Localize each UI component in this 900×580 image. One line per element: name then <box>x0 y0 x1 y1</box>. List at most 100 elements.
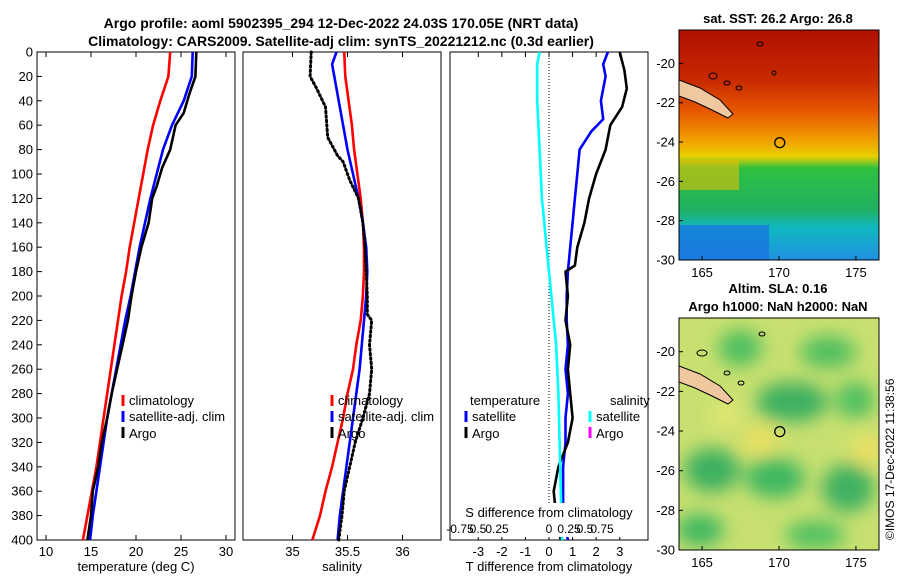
difference-legend: temperature satellite Argo salinity sate… <box>464 393 650 441</box>
x-tick-label: 2 <box>593 544 600 559</box>
map-y-tick-label: -30 <box>656 543 675 558</box>
sst-map-title: sat. SST: 26.2 Argo: 26.8 <box>703 11 853 26</box>
s-difference-label: S difference from climatology <box>465 505 633 520</box>
x-tick-label: -1 <box>520 544 532 559</box>
y-tick-label: 400 <box>11 533 33 548</box>
map-x-tick-label: 170 <box>768 555 790 570</box>
salinity-axes-box <box>242 51 442 541</box>
legend-label-argo: Argo <box>129 426 156 441</box>
series-line-argo-temperature <box>552 51 629 541</box>
y-tick-label: 380 <box>11 508 33 523</box>
sla-anomaly-blobs <box>679 330 879 549</box>
legend-header-temperature: temperature <box>470 393 540 408</box>
argo-location-marker <box>774 136 786 149</box>
temperature-ticks: 10 15 20 25 30 <box>39 52 233 559</box>
legend-label-satellite: satellite-adj. clim <box>129 409 225 424</box>
salinity-panel: 35 35.5 36 salinity climatology satellite-… <box>242 50 442 574</box>
argo-location-marker <box>774 425 786 438</box>
series-line-satellite-salinity <box>535 51 564 541</box>
temperature-panel: 0 20 40 60 80 100 120 140 160 180 200 220 240 260 280 3… <box>11 45 236 574</box>
y-tick-label: 220 <box>11 313 33 328</box>
temperature-lines <box>81 51 198 541</box>
t-difference-x-label: T difference from climatology <box>466 559 633 574</box>
legend-label-temp-argo: Argo <box>472 426 499 441</box>
y-tick-label: 20 <box>19 69 33 84</box>
map-y-tick-label: -22 <box>656 95 675 110</box>
series-line-argo <box>86 51 198 541</box>
x-tick-label: 36 <box>395 544 409 559</box>
y-tick-label: 100 <box>11 167 33 182</box>
legend-label-sal-satellite: satellite <box>596 409 640 424</box>
island-outline <box>708 72 718 80</box>
legend-label-temp-satellite: satellite <box>472 409 516 424</box>
y-tick-label: 320 <box>11 435 33 450</box>
x-tick-label: 15 <box>84 544 98 559</box>
y-tick-label: 200 <box>11 289 33 304</box>
island-outline <box>758 331 766 337</box>
sst-warm-patch <box>679 160 739 190</box>
series-line-climatology <box>81 51 172 541</box>
y-tick-label: 260 <box>11 362 33 377</box>
top-tick-label: 0.5 <box>470 522 487 536</box>
map-x-tick-label: 165 <box>691 555 713 570</box>
temperature-axes-box <box>36 51 236 541</box>
y-tick-label: 0 <box>26 45 33 60</box>
sla-map: Altim. SLA: 0.16 Argo h1000: NaN h2000: … <box>656 281 880 570</box>
sst-cool-patch <box>679 225 769 260</box>
island-outline <box>771 70 777 76</box>
top-tick-label: 0.5 <box>577 522 594 536</box>
salinity-x-label: salinity <box>322 559 362 574</box>
y-tick-label: 340 <box>11 459 33 474</box>
figure-title-line1: Argo profile: aoml 5902395_294 12-Dec-20… <box>104 15 579 31</box>
y-tick-label: 140 <box>11 215 33 230</box>
y-tick-label: 160 <box>11 240 33 255</box>
difference-panel: -3 -2 -1 0 1 2 3 T difference from climatology… <box>446 51 650 574</box>
y-tick-label: 280 <box>11 386 33 401</box>
x-tick-label: 3 <box>616 544 623 559</box>
island-outline <box>696 349 708 357</box>
depth-ticks: 0 20 40 60 80 100 120 140 160 180 200 220 240 260 280 3… <box>11 45 42 548</box>
sst-map: sat. SST: 26.2 Argo: 26.8 165 170 175 -20 -2… <box>656 11 880 280</box>
x-tick-label: 35 <box>285 544 299 559</box>
y-tick-label: 180 <box>11 264 33 279</box>
sla-map-title: Altim. SLA: 0.16 <box>729 281 828 296</box>
sst-map-ticks: 165 170 175 -20 -22 -24 -26 -28 -30 <box>656 56 867 280</box>
sst-color-field <box>679 30 879 260</box>
top-tick-label: 0.75 <box>590 522 614 536</box>
new-caledonia-land <box>679 79 734 119</box>
new-caledonia-land <box>679 365 734 405</box>
legend-header-salinity: salinity <box>610 393 650 408</box>
top-tick-label: 0 <box>546 522 553 536</box>
map-y-tick-label: -20 <box>656 344 675 359</box>
legend-label-satellite: satellite-adj. clim <box>338 409 434 424</box>
map-x-tick-label: 175 <box>845 265 867 280</box>
x-tick-label: 1 <box>569 544 576 559</box>
x-tick-label: -3 <box>473 544 485 559</box>
difference-lines <box>535 51 629 541</box>
y-tick-label: 80 <box>19 142 33 157</box>
salinity-ticks: 35 35.5 36 <box>285 52 410 559</box>
map-y-tick-label: -26 <box>656 463 675 478</box>
temperature-x-label: temperature (deg C) <box>77 559 194 574</box>
sst-field <box>679 30 879 260</box>
island-outline <box>737 380 745 386</box>
map-y-tick-label: -24 <box>656 135 675 150</box>
map-y-tick-label: -30 <box>656 253 675 268</box>
map-y-tick-label: -20 <box>656 56 675 71</box>
top-tick-label: -0.75 <box>446 522 474 536</box>
s-difference-ticks: -0.750.50.25 0 0.250.50.75 <box>446 522 614 536</box>
imos-timestamp: ©IMOS 17-Dec-2022 11:38:56 <box>883 378 897 540</box>
legend-label-sal-argo: Argo <box>596 426 623 441</box>
map-y-tick-label: -26 <box>656 174 675 189</box>
y-tick-label: 40 <box>19 93 33 108</box>
y-tick-label: 360 <box>11 484 33 499</box>
y-tick-label: 300 <box>11 411 33 426</box>
s-axis-background <box>452 503 646 537</box>
map-y-tick-label: -24 <box>656 424 675 439</box>
x-tick-label: 30 <box>219 544 233 559</box>
map-y-tick-label: -28 <box>656 213 675 228</box>
salinity-legend: climatology satellite-adj. clim Argo <box>330 393 434 441</box>
x-tick-label: 20 <box>129 544 143 559</box>
sla-map-title2: Argo h1000: NaN h2000: NaN <box>688 299 867 314</box>
